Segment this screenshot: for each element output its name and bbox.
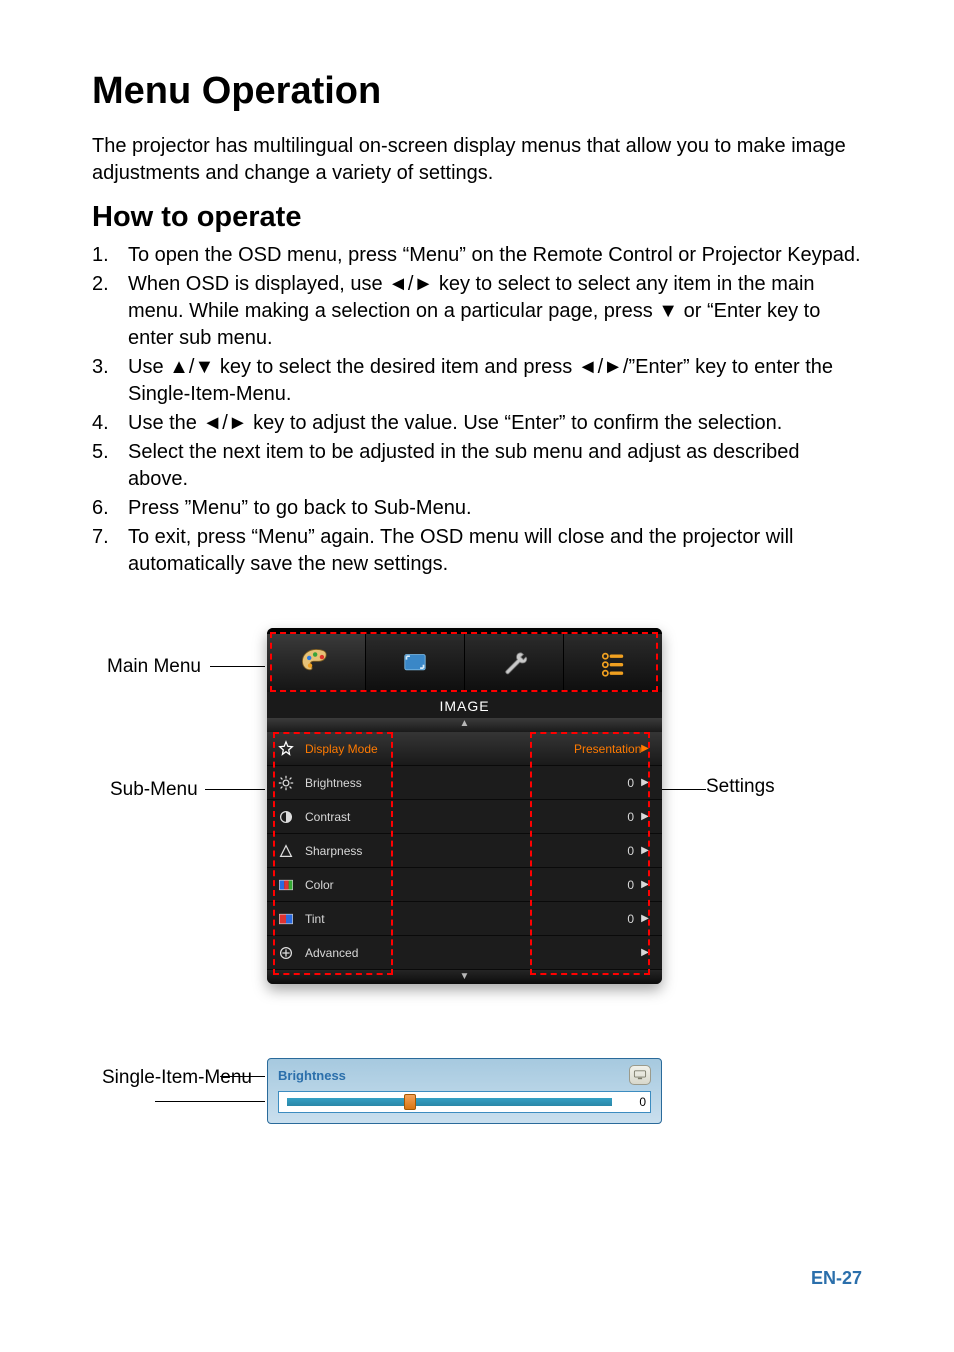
scroll-up-icon[interactable]: ▲ (267, 718, 662, 732)
list-item: 2.When OSD is displayed, use ◄/► key to … (92, 271, 862, 352)
osd-row-value: 0 (574, 878, 634, 892)
osd-row-value: 0 (574, 912, 634, 926)
osd-row-sharpness[interactable]: Sharpness 0 ▶ (267, 834, 662, 868)
list-item: 4.Use the ◄/► key to adjust the value. U… (92, 410, 862, 437)
osd-tab-bar (267, 634, 662, 692)
slider-track (287, 1098, 612, 1106)
list-item: 5.Select the next item to be adjusted in… (92, 439, 862, 493)
list-item: 7.To exit, press “Menu” again. The OSD m… (92, 524, 862, 578)
tab-image[interactable] (267, 634, 366, 692)
osd-heading: IMAGE (267, 692, 662, 718)
list-item: 6.Press ”Menu” to go back to Sub-Menu. (92, 495, 862, 522)
osd-row-label: Tint (305, 912, 325, 926)
osd-row-label: Advanced (305, 946, 358, 960)
sub-menu-label: Sub-Menu (110, 779, 198, 801)
osd-diagram: Main Menu Sub-Menu Settings Single-Item-… (92, 628, 862, 1188)
osd-rows: Display Mode Presentation ▶ Brightness 0… (267, 732, 662, 970)
single-item-value: 0 (622, 1095, 646, 1109)
screen-icon (398, 646, 432, 680)
tab-settings[interactable] (465, 634, 564, 692)
chevron-right-icon: ▶ (638, 845, 652, 856)
leader-line (205, 789, 265, 790)
page-number: EN-27 (92, 1268, 862, 1289)
palette-icon (299, 646, 333, 680)
osd-row-label: Color (305, 878, 334, 892)
osd-row-label: Contrast (305, 810, 350, 824)
single-item-name: Brightness (278, 1068, 346, 1083)
osd-row-brightness[interactable]: Brightness 0 ▶ (267, 766, 662, 800)
single-item-panel: Brightness 0 (267, 1058, 662, 1124)
osd-panel: IMAGE ▲ Display Mode Presentation ▶ Brig… (267, 628, 662, 984)
star-icon (277, 740, 295, 758)
chevron-right-icon: ▶ (638, 811, 652, 822)
wrench-icon (497, 646, 531, 680)
osd-row-label: Brightness (305, 776, 362, 790)
slider-knob[interactable] (404, 1094, 416, 1110)
list-item: 1.To open the OSD menu, press “Menu” on … (92, 242, 862, 269)
chevron-right-icon: ▶ (638, 743, 652, 754)
intro-text: The projector has multilingual on-screen… (92, 133, 862, 187)
osd-row-color[interactable]: Color 0 ▶ (267, 868, 662, 902)
sharpness-icon (277, 842, 295, 860)
single-item-menu-label: Single-Item-Menu (102, 1066, 252, 1090)
chevron-right-icon: ▶ (638, 913, 652, 924)
list-item: 3.Use ▲/▼ key to select the desired item… (92, 354, 862, 408)
scroll-down-icon[interactable]: ▼ (267, 970, 662, 984)
contrast-icon (277, 808, 295, 826)
chevron-right-icon: ▶ (638, 879, 652, 890)
leader-line (210, 666, 265, 667)
leader-line (220, 1076, 265, 1077)
page-title: Menu Operation (92, 70, 862, 113)
chevron-right-icon: ▶ (638, 947, 652, 958)
tab-screen[interactable] (366, 634, 465, 692)
osd-row-tint[interactable]: Tint 0 ▶ (267, 902, 662, 936)
osd-row-value: 0 (574, 810, 634, 824)
sliders-icon (596, 646, 630, 680)
leader-line (155, 1101, 265, 1102)
osd-row-display-mode[interactable]: Display Mode Presentation ▶ (267, 732, 662, 766)
monitor-icon (629, 1065, 651, 1085)
advanced-icon (277, 944, 295, 962)
osd-row-value: Presentation (574, 742, 634, 756)
single-item-slider[interactable]: 0 (278, 1091, 651, 1113)
tint-icon (277, 910, 295, 928)
osd-row-label: Display Mode (305, 742, 378, 756)
osd-row-contrast[interactable]: Contrast 0 ▶ (267, 800, 662, 834)
steps-list: 1.To open the OSD menu, press “Menu” on … (92, 242, 862, 578)
color-icon (277, 876, 295, 894)
osd-row-advanced[interactable]: Advanced ▶ (267, 936, 662, 970)
how-to-operate-heading: How to operate (92, 201, 862, 234)
brightness-icon (277, 774, 295, 792)
settings-label: Settings (706, 776, 775, 798)
main-menu-label: Main Menu (107, 656, 201, 678)
osd-row-label: Sharpness (305, 844, 362, 858)
chevron-right-icon: ▶ (638, 777, 652, 788)
tab-options[interactable] (564, 634, 662, 692)
osd-row-value: 0 (574, 844, 634, 858)
osd-row-value: 0 (574, 776, 634, 790)
